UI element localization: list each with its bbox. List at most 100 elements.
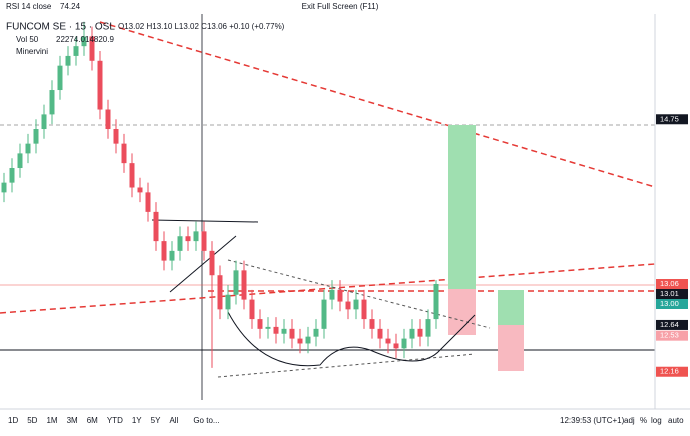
trend-line — [99, 21, 656, 188]
candle-body — [393, 343, 399, 349]
candle-body — [417, 328, 423, 337]
price-axis — [655, 14, 690, 409]
indicator-name: RSI 14 close — [6, 2, 52, 11]
candle-body — [105, 109, 111, 130]
ohlc: O13.02 H13.10 L13.02 C13.06 +0.10 (+0.77… — [118, 22, 285, 31]
candle-body — [353, 299, 359, 310]
candle-body — [313, 328, 319, 337]
candle-body — [153, 211, 159, 242]
bottom-bar — [0, 409, 690, 431]
candle-body — [329, 289, 335, 300]
range-button[interactable]: 5D — [27, 416, 37, 425]
drawing — [151, 219, 259, 223]
candle-body — [249, 299, 255, 320]
candle-body — [137, 187, 143, 193]
candle-body — [337, 289, 343, 302]
price-badge-label: 14.75 — [660, 114, 679, 123]
range-button[interactable]: YTD — [107, 416, 123, 425]
drawing — [217, 353, 476, 378]
candle-body — [113, 129, 119, 144]
candle-body — [377, 328, 383, 339]
candle-body — [233, 270, 239, 295]
candle-body — [129, 163, 135, 188]
candle-body — [89, 36, 95, 61]
range-button[interactable]: 1M — [46, 416, 57, 425]
candle-body — [121, 143, 127, 164]
long-target — [498, 290, 524, 325]
drawing — [169, 235, 237, 293]
candle-body — [185, 236, 191, 242]
candle-body — [409, 328, 415, 339]
candle-body — [257, 319, 263, 329]
candle-body — [201, 231, 207, 251]
candle-body — [241, 270, 247, 300]
price-badge-label: 12.16 — [660, 367, 679, 376]
range-button[interactable]: 3M — [67, 416, 78, 425]
long-stop — [498, 325, 524, 371]
goto-button[interactable]: Go to... — [193, 416, 219, 425]
price-badge — [656, 299, 688, 310]
price-badge — [656, 330, 688, 341]
candle-body — [305, 336, 311, 344]
candle-body — [321, 299, 327, 329]
price-badge — [656, 366, 688, 377]
candle-body — [433, 284, 439, 320]
exit-button[interactable]: Exit Full Screen (F11) — [302, 2, 379, 11]
long-target — [448, 125, 476, 289]
candle-body — [273, 326, 279, 334]
indicator-value: 74.24 — [60, 2, 81, 11]
candle-body — [289, 328, 295, 339]
clock: 12:39:53 (UTC+1) — [560, 416, 625, 425]
candle-body — [193, 231, 199, 242]
candle-body — [33, 129, 39, 144]
candle-body — [217, 275, 223, 310]
candle-body — [17, 153, 23, 169]
range-button[interactable]: 6M — [87, 416, 98, 425]
candle-body — [297, 338, 303, 344]
candle-body — [265, 326, 271, 329]
candle-body — [161, 241, 167, 261]
candle-body — [169, 250, 175, 261]
price-badge-label: 13.06 — [660, 279, 679, 288]
candle-body — [145, 192, 151, 212]
scale-option[interactable]: % — [640, 416, 647, 425]
candle-body — [1, 182, 7, 193]
candle-body — [9, 168, 15, 183]
candle-body — [361, 299, 367, 320]
candle-body — [49, 90, 55, 115]
range-button[interactable]: 5Y — [151, 416, 161, 425]
range-button[interactable]: All — [169, 416, 178, 425]
price-badge — [656, 279, 688, 290]
candle-body — [41, 114, 47, 130]
price-badge-label: 12.64 — [660, 320, 679, 329]
scale-option[interactable]: auto — [668, 416, 684, 425]
candle-body — [401, 338, 407, 349]
candle-body — [345, 301, 351, 310]
candle-body — [177, 236, 183, 251]
candle-body — [97, 60, 103, 110]
scale-option[interactable]: adj — [624, 416, 635, 425]
candle-body — [81, 36, 87, 47]
scale-option[interactable]: log — [651, 416, 662, 425]
candle-body — [425, 319, 431, 337]
price-badge — [656, 289, 688, 300]
vol-value: 22274.0 — [56, 35, 85, 44]
range-button[interactable]: 1Y — [132, 416, 142, 425]
candle-body — [25, 143, 31, 154]
candle-body — [225, 294, 231, 310]
candle-body — [385, 338, 391, 344]
price-badge-label: 13.00 — [660, 299, 679, 308]
candle-body — [57, 65, 63, 91]
vol-ma: 14820.9 — [85, 35, 114, 44]
price-badge — [656, 114, 688, 125]
price-badge-label: 12.53 — [660, 331, 679, 340]
indicator-label: Minervini — [16, 47, 48, 56]
range-button[interactable]: 1D — [8, 416, 18, 425]
vol-label: Vol 50 — [16, 35, 39, 44]
drawing — [227, 311, 476, 367]
candle-body — [209, 250, 215, 276]
symbol: FUNCOM SE · 15 · OSL — [6, 22, 115, 33]
